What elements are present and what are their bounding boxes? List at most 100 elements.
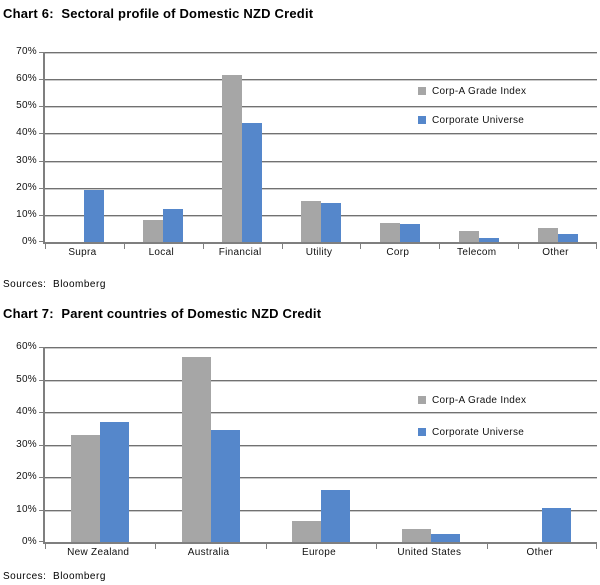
x-axis-label-europe: Europe <box>301 547 337 558</box>
y-axis-tick-mark <box>39 412 45 413</box>
y-axis-tick-label: 20% <box>16 471 37 482</box>
gridline-30pct <box>45 160 597 163</box>
gridline-70pct <box>45 52 597 54</box>
bar-corp-a-grade-index-new-zealand <box>71 434 101 542</box>
y-axis-tick-mark <box>39 379 45 381</box>
x-axis-tick-mark <box>596 244 597 249</box>
bar-corporate-universe-corp <box>399 224 420 242</box>
y-axis-tick-label: 40% <box>16 406 37 417</box>
x-axis-tick-mark <box>155 544 157 549</box>
bar-corporate-universe-local <box>163 209 184 242</box>
y-axis-tick-label: 0% <box>21 536 37 547</box>
y-axis-tick-label: 50% <box>16 100 37 112</box>
legend-item-corporate-universe: Corporate Universe <box>418 426 524 438</box>
chart-6-title: Chart 6: Sectoral profile of Domestic NZ… <box>3 6 314 21</box>
bar-corp-a-grade-index-australia <box>181 356 211 542</box>
y-axis-tick-label: 20% <box>16 181 37 193</box>
x-axis-label-corp: Corp <box>386 247 410 258</box>
legend-label: Corporate Universe <box>432 426 525 438</box>
x-axis-label-supra: Supra <box>68 247 97 258</box>
y-axis-tick-label: 60% <box>16 73 37 85</box>
gridline-60pct <box>45 347 597 349</box>
x-axis-label-utility: Utility <box>305 247 333 258</box>
bar-corporate-universe-europe <box>321 490 350 542</box>
x-axis-label-telecom: Telecom <box>457 247 497 258</box>
x-axis-tick-mark <box>376 544 378 549</box>
y-axis-tick-label: 70% <box>16 46 37 57</box>
bar-corporate-universe-new-zealand <box>100 421 130 542</box>
gridline-40pct <box>45 412 597 414</box>
y-axis-tick-mark <box>39 106 45 108</box>
bar-corporate-universe-utility <box>321 202 341 242</box>
bar-corporate-universe-telecom <box>478 237 499 242</box>
bar-corporate-universe-australia <box>210 429 240 542</box>
bar-corporate-universe-united-states <box>431 533 461 542</box>
y-axis-tick-mark <box>39 52 45 53</box>
x-axis-tick-mark <box>486 544 488 549</box>
x-axis-tick-mark <box>439 244 441 249</box>
y-axis-tick-mark <box>39 444 45 446</box>
gridline-30pct <box>45 444 597 447</box>
x-axis-tick-mark <box>265 544 267 549</box>
y-axis-tick-mark <box>39 509 45 511</box>
x-axis-tick-mark <box>518 244 520 249</box>
chart-6-x-axis-labels: Supra Local Financial Utility Corp Telecom Oth… <box>43 247 595 261</box>
legend-swatch-corp-a-grade-index <box>418 87 426 95</box>
gridline-50pct <box>45 106 597 109</box>
legend-swatch-corp-a-grade-index <box>418 396 426 404</box>
bar-corporate-universe-financial <box>242 122 263 242</box>
legend-label: Corporate Universe <box>432 114 525 126</box>
x-axis-tick-mark <box>45 544 46 549</box>
gridline-50pct <box>45 379 597 382</box>
chart-6-plot-area: 0% 10% 20% 30% 40% 50% 60% 70% Corp-A Grade Inde… <box>16 46 597 249</box>
y-axis-tick-mark <box>39 214 45 216</box>
y-axis-tick-mark <box>39 79 45 81</box>
y-axis-tick-label: 10% <box>16 208 37 220</box>
bar-corporate-universe-other <box>557 233 578 242</box>
x-axis-tick-mark <box>360 244 362 249</box>
chart-6-source: Sources: Bloomberg <box>3 279 106 290</box>
y-axis-tick-mark <box>39 541 45 542</box>
legend-item-corporate-universe: Corporate Universe <box>418 114 524 126</box>
chart-7-plot-area: 0% 10% 20% 30% 40% 50% 60% Corp-A Grade Index Co… <box>16 341 597 549</box>
y-axis-tick-mark <box>39 347 45 348</box>
bar-corp-a-grade-index-europe <box>292 520 321 542</box>
bar-corp-a-grade-index-utility <box>301 201 321 242</box>
x-axis-label-new-zealand: New Zealand <box>67 547 130 558</box>
y-axis-tick-mark <box>39 241 45 242</box>
x-axis-label-local: Local <box>148 247 174 258</box>
y-axis-tick-mark <box>39 187 45 189</box>
y-axis-tick-label: 30% <box>16 438 37 450</box>
legend-item-corp-a-grade-index: Corp-A Grade Index <box>418 394 526 406</box>
y-axis-tick-label: 10% <box>16 503 37 515</box>
gridline-20pct <box>45 187 597 190</box>
y-axis-tick-label: 30% <box>16 154 37 166</box>
x-axis-label-united-states: United States <box>397 547 462 558</box>
x-axis-tick-mark <box>45 244 46 249</box>
legend-swatch-corporate-universe <box>418 428 426 436</box>
x-axis-tick-mark <box>123 244 125 249</box>
gridline-40pct <box>45 133 597 136</box>
x-axis-tick-mark <box>596 544 597 549</box>
y-axis-tick-label: 50% <box>16 373 37 385</box>
chart-7-x-axis-labels: New Zealand Australia Europe United States O… <box>43 547 595 561</box>
bar-corp-a-grade-index-united-states <box>402 529 432 542</box>
chart-7-source: Sources: Bloomberg <box>3 571 106 582</box>
gridline-60pct <box>45 79 597 82</box>
bar-corp-a-grade-index-financial <box>222 75 243 242</box>
legend-label: Corp-A Grade Index <box>432 85 527 97</box>
bar-corp-a-grade-index-local <box>143 220 164 242</box>
y-axis-tick-label: 40% <box>16 127 37 139</box>
x-axis-tick-mark <box>202 244 204 249</box>
gridline-20pct <box>45 477 597 479</box>
y-axis-tick-label: 60% <box>16 341 37 352</box>
y-axis-tick-mark <box>39 477 45 478</box>
chart-7-title: Chart 7: Parent countries of Domestic NZ… <box>3 306 322 321</box>
bar-corp-a-grade-index-corp <box>379 223 400 242</box>
legend-label: Corp-A Grade Index <box>432 394 527 406</box>
x-axis-label-other: Other <box>542 247 569 258</box>
y-axis-tick-label: 0% <box>21 236 37 247</box>
